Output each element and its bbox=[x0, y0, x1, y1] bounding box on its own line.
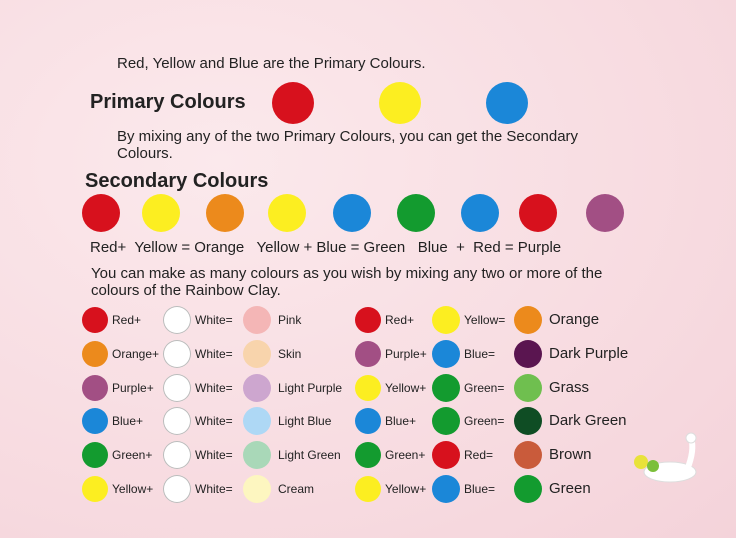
swatch bbox=[163, 306, 191, 334]
swatch bbox=[432, 475, 460, 503]
mix-result: Dark Green bbox=[549, 412, 627, 429]
mix-result: Dark Purple bbox=[549, 345, 629, 362]
mix-a: Green+ bbox=[112, 448, 153, 462]
mix-a: Red+ bbox=[112, 313, 142, 327]
mix-result: Pink bbox=[278, 313, 302, 327]
mix-result: Light Blue bbox=[278, 414, 332, 428]
swatch bbox=[82, 442, 108, 468]
result-swatch bbox=[243, 306, 271, 334]
swatch bbox=[163, 340, 191, 368]
swatch bbox=[163, 475, 191, 503]
swatch bbox=[82, 307, 108, 333]
result-swatch bbox=[514, 475, 542, 503]
swatch bbox=[355, 341, 381, 367]
swatch bbox=[432, 407, 460, 435]
primary-swatch bbox=[379, 82, 421, 124]
swatch bbox=[82, 375, 108, 401]
primary-title: Primary Colours bbox=[90, 91, 246, 113]
swatch bbox=[82, 408, 108, 434]
result-swatch bbox=[243, 340, 271, 368]
swatch bbox=[432, 340, 460, 368]
secondary-swatch bbox=[82, 194, 120, 232]
swatch bbox=[355, 442, 381, 468]
mix-a: Green+ bbox=[385, 448, 426, 462]
mix-result: Light Green bbox=[278, 448, 341, 462]
secondary-intro: By mixing any of the two Primary Colours… bbox=[117, 128, 579, 162]
mix-result: Skin bbox=[278, 347, 302, 361]
secondary-swatch bbox=[268, 194, 306, 232]
result-swatch bbox=[514, 441, 542, 469]
mix-b: White= bbox=[195, 482, 233, 496]
secondary-swatch bbox=[142, 194, 180, 232]
swatch bbox=[82, 341, 108, 367]
mix-b: Blue= bbox=[464, 482, 496, 496]
result-swatch bbox=[243, 407, 271, 435]
primary-swatch bbox=[486, 82, 528, 124]
mix-a: Blue+ bbox=[112, 414, 144, 428]
secondary-swatch bbox=[586, 194, 624, 232]
secondary-swatch bbox=[397, 194, 435, 232]
result-swatch bbox=[243, 475, 271, 503]
secondary-title: Secondary Colours bbox=[85, 170, 269, 192]
mix-b: Green= bbox=[464, 381, 505, 395]
swatch bbox=[163, 407, 191, 435]
mix-b: White= bbox=[195, 381, 233, 395]
intro: Red, Yellow and Blue are the Primary Col… bbox=[117, 55, 426, 72]
mix-b: White= bbox=[195, 347, 233, 361]
mix-a: Yellow+ bbox=[112, 482, 154, 496]
mix-result: Cream bbox=[278, 482, 315, 496]
mix-result: Orange bbox=[549, 311, 600, 328]
mix-result: Light Purple bbox=[278, 381, 343, 395]
primary-swatch bbox=[272, 82, 314, 124]
swatch bbox=[432, 374, 460, 402]
swatch bbox=[355, 375, 381, 401]
swatch bbox=[82, 476, 108, 502]
secondary-swatch bbox=[206, 194, 244, 232]
mix-result: Green bbox=[549, 480, 591, 497]
mix-a: Yellow+ bbox=[385, 381, 427, 395]
swatch bbox=[432, 441, 460, 469]
mix-a: Red+ bbox=[385, 313, 415, 327]
swatch bbox=[355, 307, 381, 333]
result-swatch bbox=[514, 374, 542, 402]
secondary-swatch bbox=[519, 194, 557, 232]
mix-intro: You can make as many colours as you wish… bbox=[91, 265, 603, 299]
mix-result: Grass bbox=[549, 379, 590, 396]
result-swatch bbox=[514, 306, 542, 334]
result-swatch bbox=[243, 441, 271, 469]
mix-a: Purple+ bbox=[112, 381, 154, 395]
secondary-swatch bbox=[333, 194, 371, 232]
swatch bbox=[163, 441, 191, 469]
swatch bbox=[432, 306, 460, 334]
swatch bbox=[163, 374, 191, 402]
mix-b: Yellow= bbox=[464, 313, 506, 327]
swan-decoration bbox=[634, 432, 697, 483]
mix-a: Orange+ bbox=[112, 347, 160, 361]
mix-b: White= bbox=[195, 414, 233, 428]
swatch bbox=[355, 476, 381, 502]
mix-b: White= bbox=[195, 313, 233, 327]
swatch bbox=[355, 408, 381, 434]
mix-a: Purple+ bbox=[385, 347, 427, 361]
mix-b: Red= bbox=[464, 448, 494, 462]
mix-b: White= bbox=[195, 448, 233, 462]
secondary-equation: Red+ Yellow = Orange Yellow + Blue = Gre… bbox=[90, 239, 562, 256]
mix-b: Blue= bbox=[464, 347, 496, 361]
result-swatch bbox=[514, 407, 542, 435]
result-swatch bbox=[514, 340, 542, 368]
mix-result: Brown bbox=[549, 446, 592, 463]
secondary-swatch bbox=[461, 194, 499, 232]
mix-b: Green= bbox=[464, 414, 505, 428]
mix-a: Yellow+ bbox=[385, 482, 427, 496]
mix-a: Blue+ bbox=[385, 414, 417, 428]
result-swatch bbox=[243, 374, 271, 402]
